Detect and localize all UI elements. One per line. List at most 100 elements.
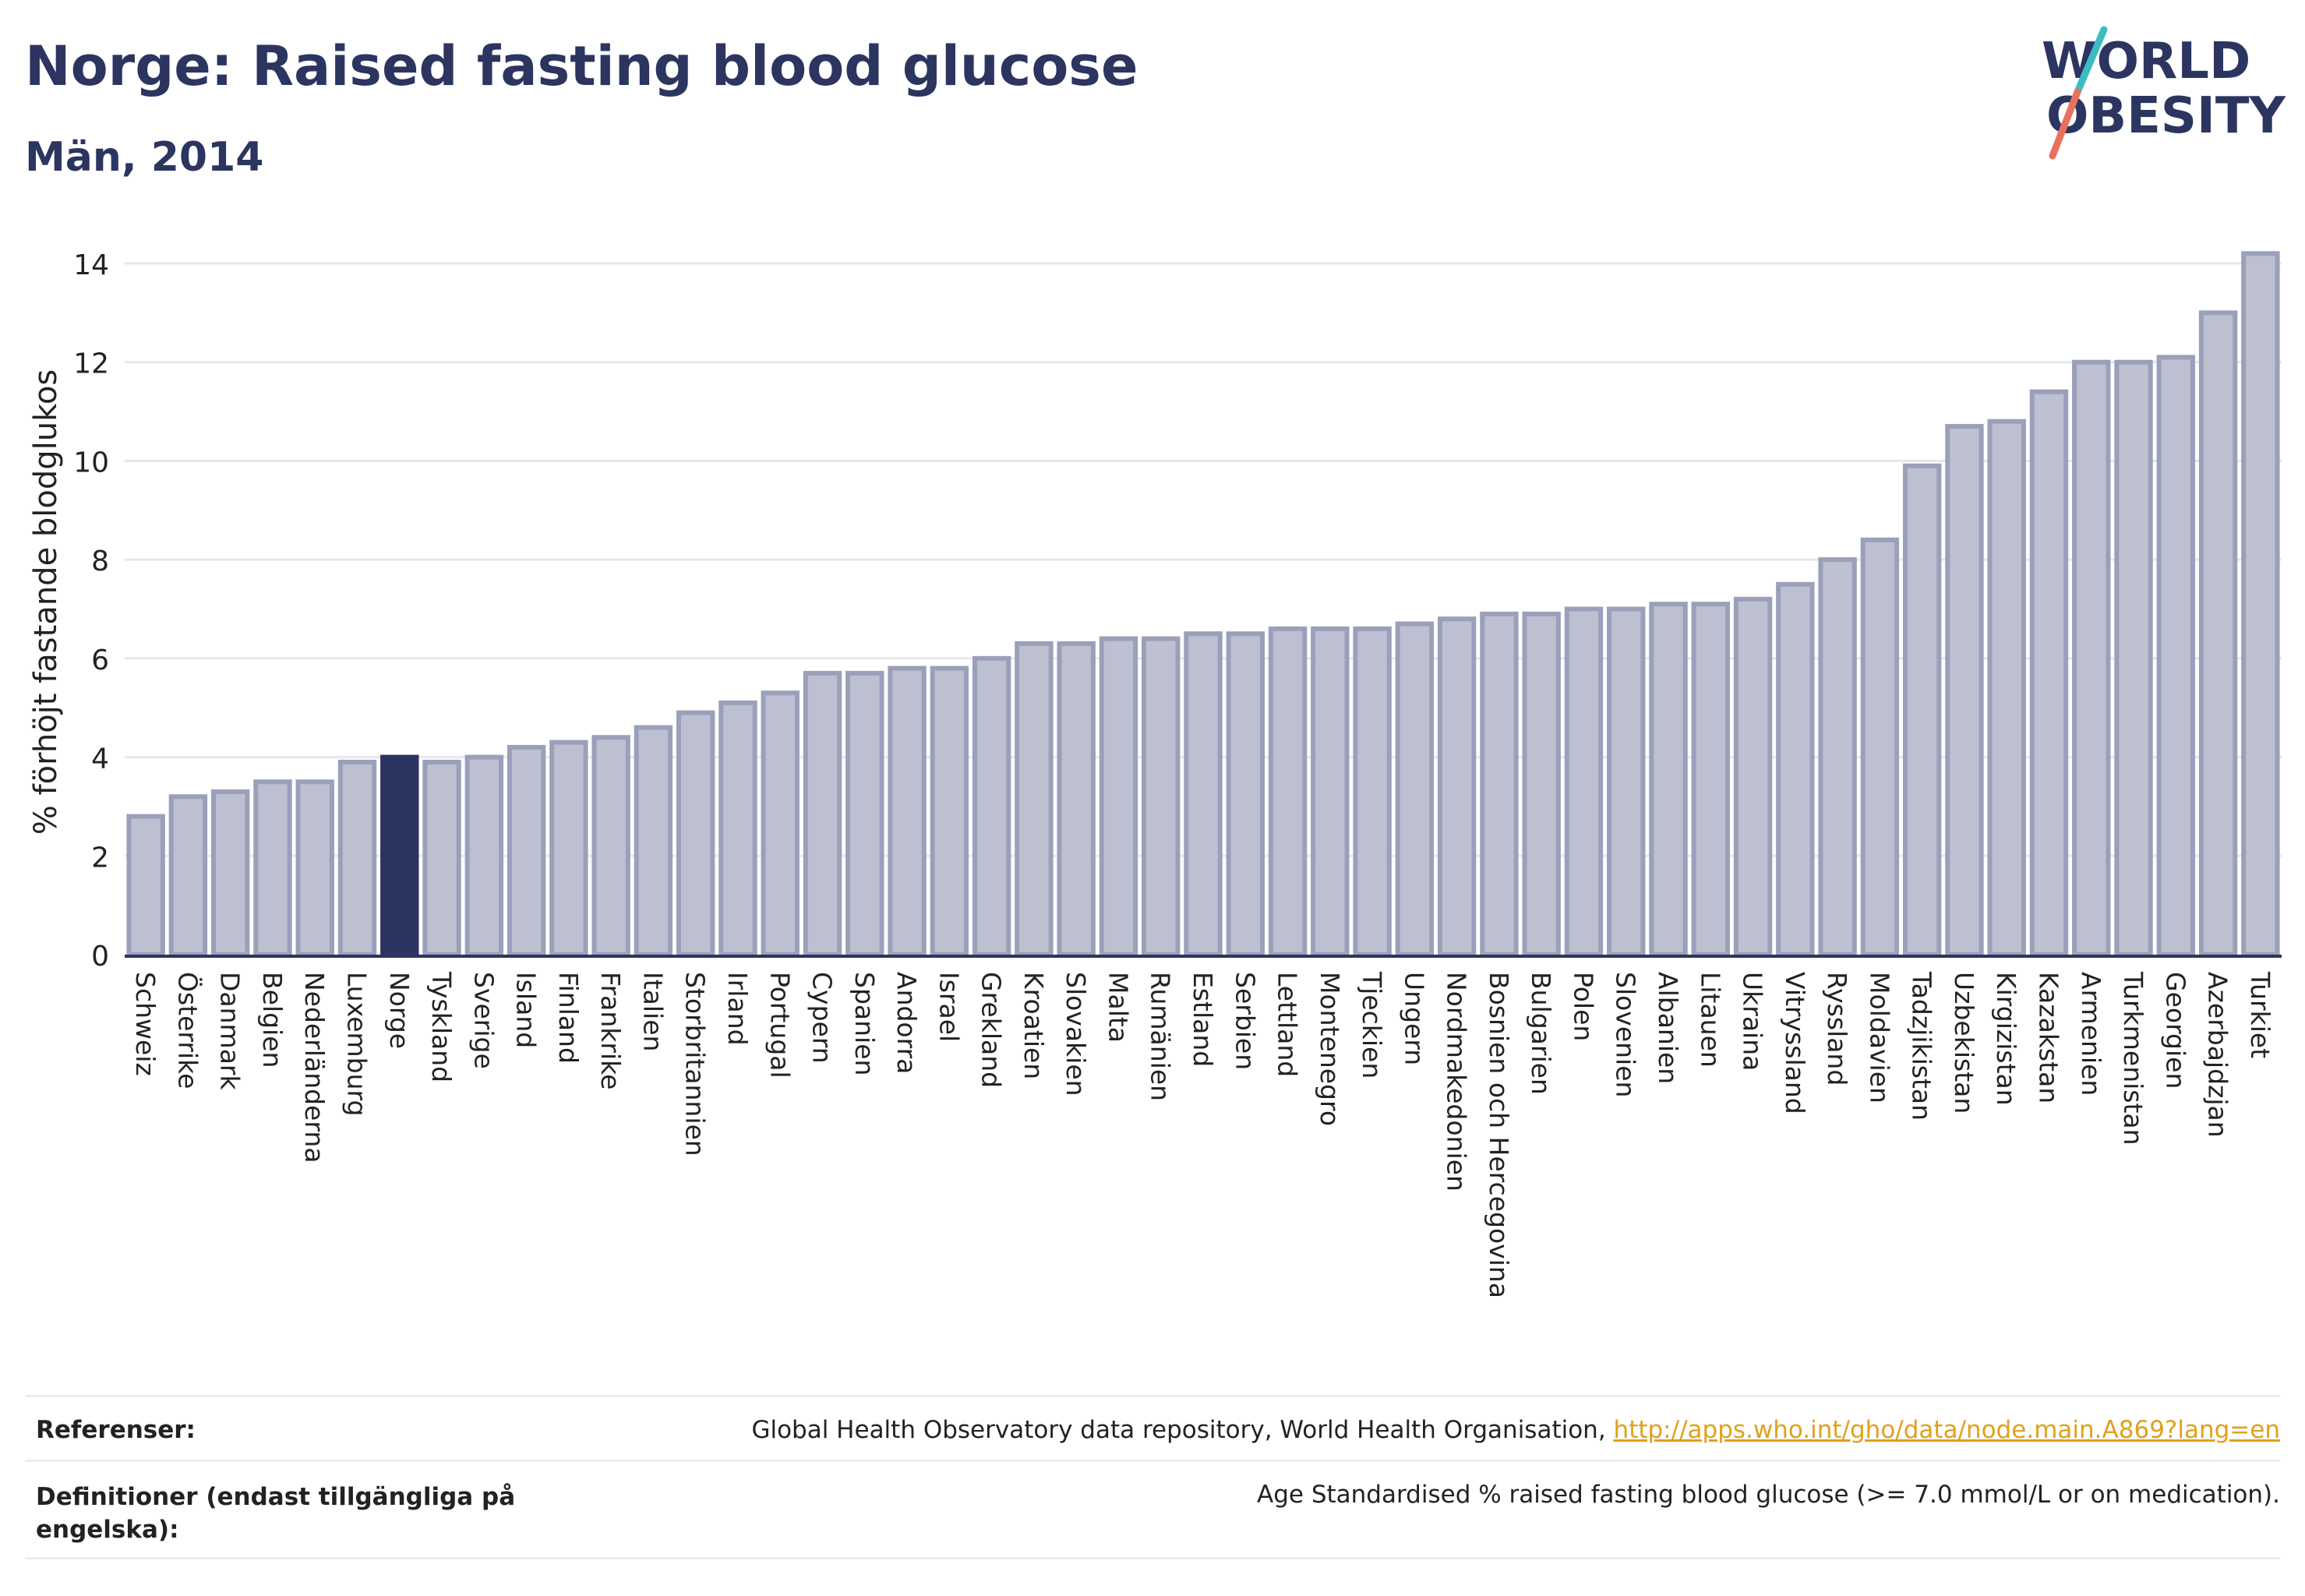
x-tick-label: Israel <box>934 972 964 1042</box>
x-tick-label: Albanien <box>1653 972 1683 1084</box>
references-row: Referenser: Global Health Observatory da… <box>25 1395 2280 1460</box>
y-tick-label: 6 <box>91 644 109 676</box>
x-tick-label: Finland <box>553 972 584 1064</box>
bar-montenegro <box>1311 626 1350 957</box>
x-tick-label: Nederländerna <box>299 972 330 1163</box>
chart-subtitle: Män, 2014 <box>25 134 264 181</box>
x-tick-label: Frankrike <box>595 972 626 1089</box>
x-tick-label: Litauen <box>1695 972 1725 1068</box>
bar-armenien <box>2072 359 2111 957</box>
logo-line-1: WORLD <box>2042 33 2250 90</box>
bar-chart: 0 2 4 6 8 10 12 14 Schweiz Österrike Danmark Belgi… <box>28 249 2282 1298</box>
x-tick-label: Vitryssland <box>1780 972 1810 1114</box>
x-tick-label: Italien <box>637 972 668 1051</box>
definitions-label: Definitioner (endast tillgängliga på eng… <box>36 1483 516 1544</box>
references-text: Global Health Observatory data repositor… <box>751 1416 1614 1444</box>
x-tick-label: Irland <box>722 972 753 1046</box>
bar-schweiz <box>126 814 165 958</box>
x-tick-label: Serbien <box>1230 972 1260 1070</box>
bar-belgien <box>253 779 292 957</box>
bar-litauen <box>1691 602 1731 957</box>
bar-tyskland <box>422 759 461 957</box>
bar-frankrike <box>591 735 630 957</box>
bar-albanien <box>1649 602 1688 957</box>
bar-slovakien <box>1057 641 1096 957</box>
x-tick-label: Belgien <box>257 972 288 1068</box>
x-tick-label: Malta <box>1103 972 1133 1043</box>
x-tick-label: Estland <box>1188 972 1218 1067</box>
y-tick-label: 0 <box>91 941 109 973</box>
x-tick-label: Armenien <box>2076 972 2106 1096</box>
bar-kroatien <box>1015 641 1054 957</box>
x-tick-label: Georgien <box>2160 972 2190 1089</box>
bar-moldavien <box>1860 537 1900 957</box>
x-tick-label: Schweiz <box>130 972 161 1076</box>
references-link[interactable]: http://apps.who.int/gho/data/node.main.A… <box>1613 1416 2280 1444</box>
bar-ungern <box>1395 621 1435 957</box>
bar-norge <box>380 754 419 957</box>
bar-tadzjikistan <box>1902 463 1942 957</box>
x-tick-label: Grekland <box>976 972 1007 1088</box>
bar-uzbekistan <box>1945 424 1984 957</box>
x-tick-label: Tadzjikistan <box>1907 971 1937 1121</box>
y-tick-label: 8 <box>91 546 109 577</box>
bar-nordmakedonien <box>1437 616 1477 958</box>
x-tick-label: Slovenien <box>1611 972 1641 1097</box>
bar-irland <box>718 700 757 957</box>
bar-israel <box>930 666 969 957</box>
x-tick-label: Danmark <box>215 972 245 1090</box>
y-tick-label: 4 <box>91 743 109 775</box>
x-tick-label: Tyskland <box>426 971 457 1082</box>
bar-estland <box>1184 631 1223 957</box>
x-tick-label: Ryssland <box>1822 972 1852 1086</box>
bar-kirgizistan <box>1987 418 2026 957</box>
bar-kazakstan <box>2029 389 2069 957</box>
bar-bosnien-och-hercegovina <box>1480 611 1519 957</box>
x-tick-label: Österrike <box>172 972 203 1089</box>
bar-finland <box>549 740 588 957</box>
bar-bulgarien <box>1522 611 1561 957</box>
logo-slash-bottom <box>2049 88 2081 160</box>
bar-andorra <box>888 666 927 957</box>
x-tick-label: Azerbajdzjan <box>2203 972 2233 1138</box>
bar-danmark <box>210 789 250 958</box>
x-tick-label: Sverige <box>468 972 499 1069</box>
x-tick-label: Bulgarien <box>1526 972 1556 1095</box>
bar-grekland <box>972 655 1011 958</box>
x-axis-ticks: Schweiz Österrike Danmark Belgien Nederlände… <box>130 971 2275 1298</box>
bar-ryssland <box>1818 557 1857 957</box>
x-tick-label: Ukraina <box>1738 972 1768 1071</box>
x-tick-label: Spanien <box>849 972 880 1075</box>
x-tick-label: Portugal <box>764 972 795 1079</box>
x-tick-label: Island <box>511 972 542 1048</box>
definitions-value: Age Standardised % raised fasting blood … <box>1257 1481 2280 1509</box>
y-axis-ticks: 0 2 4 6 8 10 12 14 <box>73 249 109 973</box>
bar-serbien <box>1226 631 1265 957</box>
bar-malta <box>1099 636 1138 958</box>
x-tick-label: Montenegro <box>1315 972 1345 1126</box>
bar-luxemburg <box>337 759 377 957</box>
bar-slovenien <box>1607 606 1646 957</box>
y-tick-label: 12 <box>73 348 109 380</box>
bar-lettland <box>1268 626 1308 957</box>
x-tick-label: Cypern <box>807 972 838 1064</box>
y-axis-label: % förhöjt fastande blodglukos <box>28 369 64 835</box>
world-obesity-logo: WORLD OBESITY <box>2042 26 2286 160</box>
x-tick-label: Kirgizistan <box>1991 972 2021 1106</box>
x-tick-label: Polen <box>1568 972 1598 1041</box>
x-tick-label: Norge <box>384 972 415 1049</box>
y-tick-label: 2 <box>91 842 109 874</box>
bar-spanien <box>845 670 884 957</box>
x-tick-label: Uzbekistan <box>1949 972 1979 1114</box>
x-tick-label: Ungern <box>1399 972 1429 1065</box>
x-tick-label: Slovakien <box>1061 972 1091 1096</box>
y-tick-label: 10 <box>73 447 109 478</box>
bar-rumänien <box>1142 636 1181 958</box>
bar-nederländerna <box>295 779 334 957</box>
bar-vitryssland <box>1776 581 1815 958</box>
bar-österrike <box>168 794 208 957</box>
x-tick-label: Luxemburg <box>342 972 372 1116</box>
bar-island <box>507 744 546 957</box>
x-tick-label: Lettland <box>1273 972 1303 1077</box>
x-tick-label: Kroatien <box>1018 972 1049 1079</box>
